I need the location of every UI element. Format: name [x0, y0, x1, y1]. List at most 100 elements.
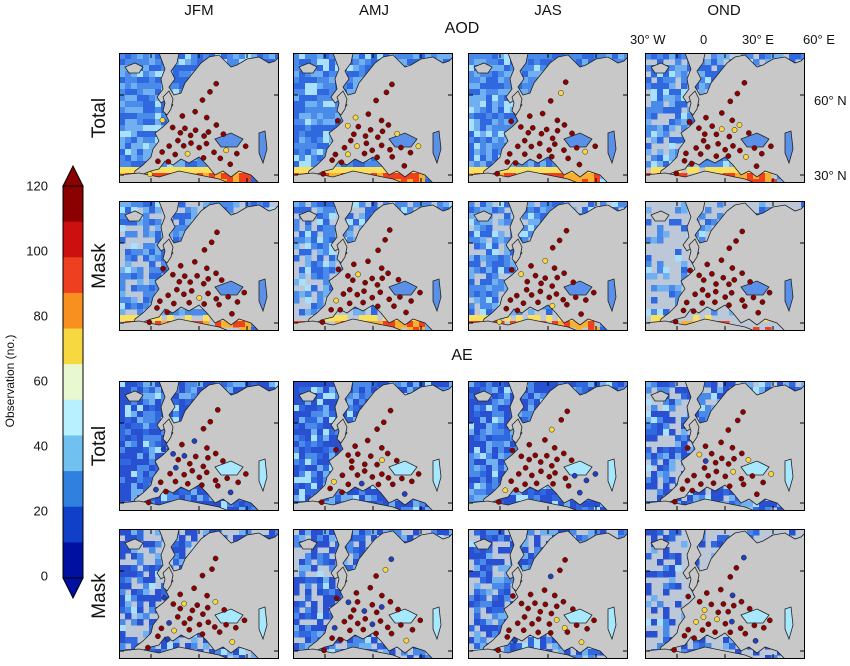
observation-cell	[149, 89, 156, 96]
station-marker	[394, 130, 401, 137]
map-graphic	[119, 53, 279, 183]
observation-cell	[624, 53, 628, 60]
observation-cell	[413, 179, 420, 183]
observation-cell	[407, 59, 414, 66]
observation-cell	[119, 495, 126, 502]
observation-cell	[317, 113, 324, 120]
observation-cell	[528, 213, 535, 220]
station-marker	[157, 479, 164, 486]
observation-cell	[558, 321, 565, 328]
observation-cell	[468, 65, 475, 72]
observation-cell	[657, 161, 664, 168]
observation-cell	[125, 249, 132, 256]
observation-cell	[149, 77, 156, 84]
observation-cell	[179, 71, 186, 78]
station-marker	[564, 301, 570, 308]
observation-cell	[651, 273, 658, 280]
observation-cell	[179, 59, 186, 66]
observation-cell	[468, 101, 475, 108]
observation-cell	[711, 59, 718, 66]
observation-cell	[137, 453, 144, 460]
black-sea	[388, 280, 418, 296]
observation-cell	[173, 399, 180, 406]
station-marker	[731, 277, 738, 283]
observation-cell	[125, 387, 132, 394]
observation-cell	[305, 77, 312, 84]
observation-cell	[486, 243, 493, 250]
observation-cell	[299, 207, 306, 214]
observation-cell	[504, 255, 511, 262]
observation-cell	[305, 119, 312, 126]
observation-cell	[407, 207, 414, 214]
observation-cell	[131, 477, 138, 484]
observation-cell	[516, 161, 523, 168]
station-marker	[549, 283, 556, 289]
observation-cell	[185, 65, 192, 72]
observation-cell	[143, 405, 150, 412]
observation-cell	[305, 137, 312, 144]
observation-cell	[492, 249, 499, 256]
observation-cell	[401, 53, 408, 60]
observation-cell	[155, 315, 162, 322]
observation-cell	[305, 381, 312, 388]
observation-cell	[227, 201, 234, 208]
observation-cell	[353, 309, 360, 316]
observation-cell	[492, 65, 499, 72]
observation-cell	[588, 321, 595, 328]
observation-cell	[221, 173, 228, 180]
observation-cell	[699, 231, 706, 238]
map-panel	[468, 53, 628, 183]
observation-cell	[119, 459, 126, 466]
colorbar	[58, 164, 88, 600]
station-marker	[233, 150, 240, 157]
observation-cell	[546, 59, 553, 66]
observation-cell	[119, 429, 126, 436]
station-marker	[558, 90, 564, 96]
observation-cell	[125, 441, 132, 448]
observation-cell	[329, 393, 336, 400]
observation-cell	[149, 143, 156, 150]
observation-cell	[299, 411, 306, 418]
observation-cell	[504, 65, 511, 72]
observation-cell	[645, 161, 652, 168]
colorbar-outline	[62, 185, 84, 579]
observation-cell	[365, 207, 372, 214]
observation-cell	[705, 71, 712, 78]
observation-cell	[299, 125, 306, 132]
station-marker	[207, 418, 214, 425]
station-marker	[521, 151, 528, 158]
observation-cell	[155, 411, 162, 418]
observation-cell	[119, 393, 126, 400]
observation-cell	[299, 399, 306, 406]
observation-cell	[317, 53, 324, 60]
observation-cell	[317, 261, 324, 268]
observation-cell	[155, 65, 162, 72]
observation-cell	[645, 77, 652, 84]
station-marker	[709, 123, 716, 129]
observation-cell	[149, 471, 156, 478]
observation-cell	[486, 297, 493, 304]
season-label-jas: JAS	[534, 2, 562, 19]
observation-cell	[131, 273, 138, 280]
station-marker	[582, 148, 588, 155]
station-marker	[374, 154, 380, 161]
observation-cell	[377, 381, 384, 388]
observation-cell	[137, 137, 144, 144]
observation-cell	[534, 71, 541, 78]
station-marker	[213, 296, 220, 302]
station-marker	[361, 288, 367, 295]
station-marker	[680, 307, 687, 314]
observation-cell	[759, 53, 766, 60]
observation-cell	[161, 161, 168, 168]
observation-cell	[492, 83, 499, 90]
station-marker	[517, 124, 524, 130]
observation-cell	[717, 59, 724, 66]
observation-cell	[594, 179, 601, 183]
observation-cell	[185, 381, 192, 388]
observation-cell	[468, 279, 475, 286]
observation-cell	[498, 285, 505, 292]
observation-cell	[293, 399, 300, 406]
observation-cell	[131, 149, 138, 156]
colorbar-segment	[63, 257, 83, 294]
observation-cell	[311, 149, 318, 156]
